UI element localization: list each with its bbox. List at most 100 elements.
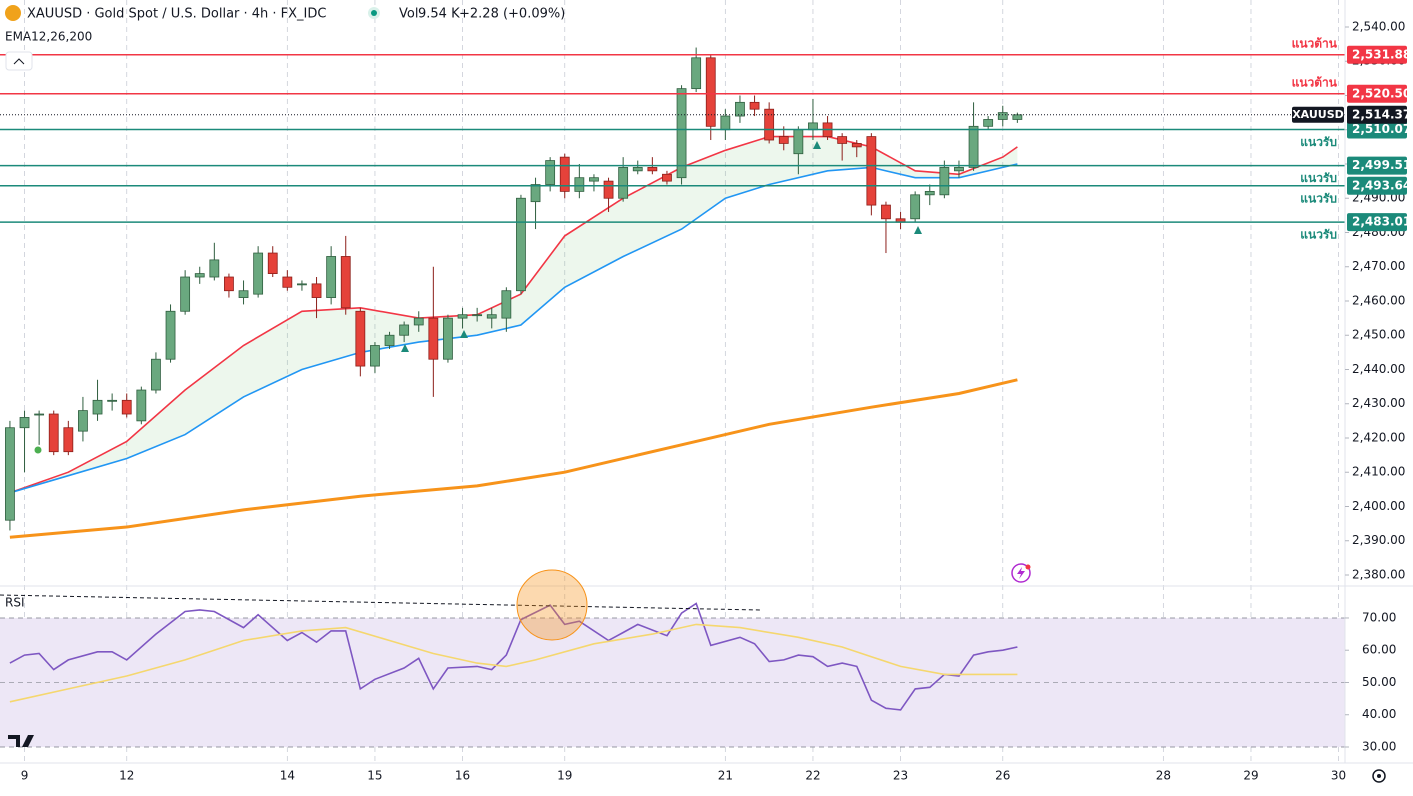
logo[interactable] — [8, 735, 34, 747]
candle-body — [107, 399, 118, 402]
candle-body — [851, 143, 862, 148]
indicator-line — [9, 163, 1018, 494]
candle-body — [92, 399, 103, 415]
candle-body — [1012, 114, 1023, 120]
candle-body — [34, 413, 45, 416]
candle-body — [78, 410, 88, 432]
candle-body — [705, 57, 716, 127]
candle-body — [180, 276, 191, 312]
candle-body — [413, 317, 424, 326]
candle-body — [866, 136, 877, 206]
settings-icon[interactable] — [1372, 769, 1386, 783]
level-price-label: 2,493.64 — [1352, 178, 1411, 192]
level-price-label: 2,499.51 — [1352, 158, 1411, 172]
level-label: แนวต้าน — [1292, 75, 1338, 89]
candle-body — [311, 283, 322, 298]
candle-body — [691, 57, 702, 90]
candle-body — [910, 194, 921, 220]
candle-body — [238, 290, 249, 298]
level-price-box — [1347, 156, 1407, 175]
rsi-label[interactable]: RSI — [5, 596, 25, 610]
y-tick-label: 2,540.00 — [1352, 19, 1405, 33]
candle-body — [939, 167, 950, 196]
x-tick-label: 19 — [557, 769, 572, 783]
indicator-label[interactable]: EMA12,26,200 — [5, 30, 92, 44]
level-label: แนวรับ — [1300, 135, 1337, 149]
x-tick-label: 29 — [1243, 769, 1258, 783]
level-price-box — [1347, 176, 1407, 195]
candle-body — [720, 115, 731, 131]
alert-icon[interactable] — [1011, 563, 1031, 583]
symbol-icon — [5, 5, 21, 21]
level-price-box — [1347, 45, 1407, 64]
level-label: แนวต้าน — [1292, 36, 1338, 50]
candle-body — [19, 417, 30, 429]
x-tick-label: 12 — [119, 769, 134, 783]
candle-body — [194, 273, 205, 278]
indicator-line — [9, 378, 1018, 539]
candle-body — [121, 399, 132, 415]
candle-body — [136, 389, 147, 422]
x-tick-label: 9 — [21, 769, 29, 783]
candle-body — [735, 101, 745, 117]
collapse-button[interactable] — [5, 51, 33, 71]
rsi-y-tick-label: 50.00 — [1362, 675, 1396, 689]
candle-body — [603, 180, 614, 199]
alert-badge — [1025, 564, 1031, 570]
indicator-line — [9, 623, 1018, 703]
volume-label: Vol — [399, 7, 418, 22]
candle-body — [954, 167, 964, 172]
candle-body — [326, 256, 337, 298]
candle-body — [209, 259, 220, 278]
candle-body — [428, 317, 439, 360]
x-tick-label: 23 — [893, 769, 908, 783]
candle-body — [647, 167, 658, 172]
last-price-box — [1347, 105, 1407, 124]
level-price-label: 2,483.01 — [1352, 215, 1411, 229]
ema-cloud — [9, 136, 1018, 493]
candle-body — [340, 256, 351, 309]
level-price-label: 2,531.88 — [1352, 47, 1411, 61]
rsi-y-tick-label: 70.00 — [1362, 610, 1396, 624]
candle-body — [589, 177, 599, 182]
x-tick-label: 28 — [1156, 769, 1171, 783]
rsi-y-tick-label: 40.00 — [1362, 707, 1396, 721]
candle-body — [530, 184, 541, 203]
y-tick-label: 2,410.00 — [1352, 465, 1405, 479]
y-tick-label: 2,380.00 — [1352, 567, 1405, 581]
x-tick-label: 26 — [995, 769, 1010, 783]
candle-body — [384, 334, 395, 346]
y-tick-label: 2,400.00 — [1352, 499, 1405, 513]
candle-body — [472, 314, 483, 317]
candle-body — [764, 108, 775, 141]
candle-body — [253, 252, 264, 295]
rsi-y-tick-label: 60.00 — [1362, 643, 1396, 657]
candle-body — [618, 167, 629, 199]
candle-body — [968, 125, 979, 168]
candle-body — [297, 283, 307, 286]
candle-body — [399, 324, 410, 336]
candle-body — [516, 197, 526, 292]
symbol-title[interactable]: XAUUSD · Gold Spot / U.S. Dollar · 4h · … — [27, 7, 326, 22]
level-price-label: 2,510.07 — [1352, 122, 1411, 136]
candle-body — [881, 204, 891, 220]
candle-body — [457, 314, 468, 319]
signal-dot — [34, 446, 42, 454]
x-tick-label: 14 — [280, 769, 295, 783]
y-tick-label: 2,390.00 — [1352, 533, 1405, 547]
y-tick-label: 2,420.00 — [1352, 430, 1405, 444]
candle-body — [808, 122, 818, 131]
candle-body — [370, 345, 380, 367]
x-tick-label: 22 — [805, 769, 820, 783]
collapse-icon — [13, 58, 25, 65]
level-price-box — [1347, 213, 1407, 232]
candle-body — [778, 136, 789, 144]
cloud-layer — [9, 136, 1018, 493]
candle-body — [793, 129, 804, 155]
candle-body — [662, 173, 672, 182]
candle-body — [224, 276, 234, 292]
last-price-label: 2,514.37 — [1352, 107, 1411, 121]
candle-body — [63, 427, 74, 453]
candle-body — [545, 160, 556, 185]
